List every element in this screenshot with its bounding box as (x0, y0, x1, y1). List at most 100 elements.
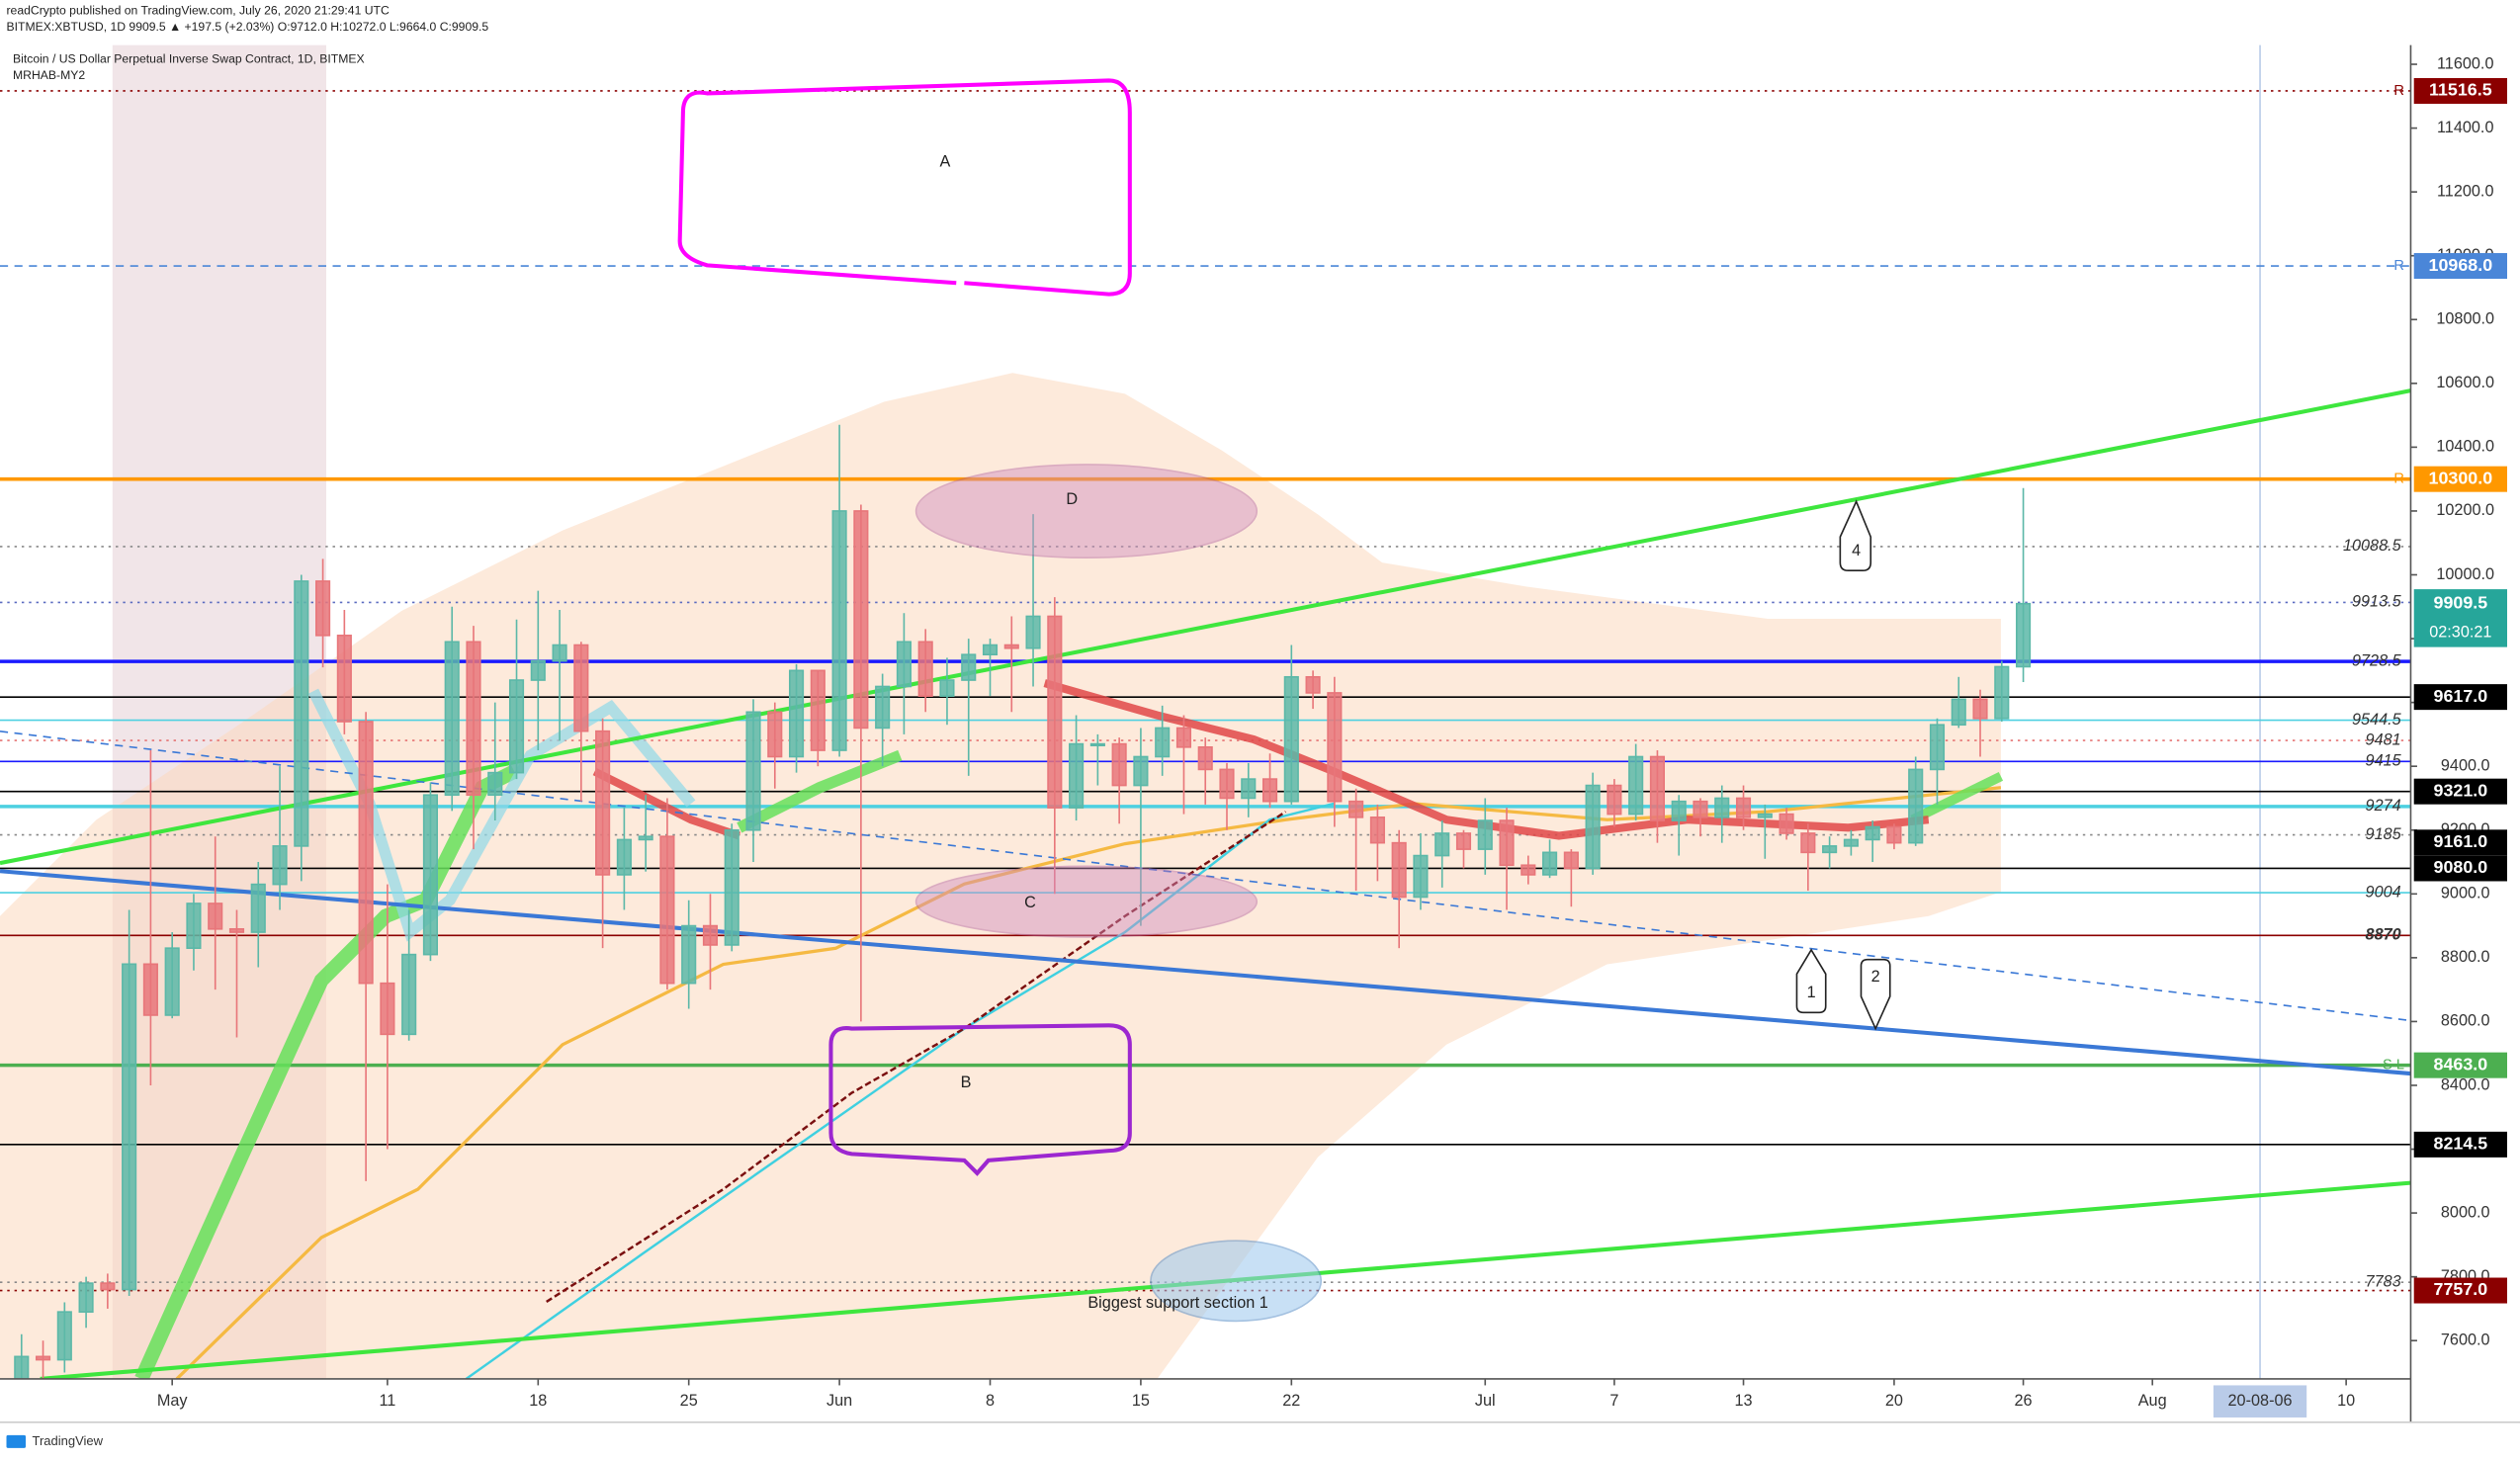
candle-body (896, 641, 912, 688)
candle-body (1908, 768, 1924, 844)
candle-body (1219, 768, 1235, 800)
countdown: 02:30:21 (2429, 623, 2491, 641)
annotation-shape (828, 1023, 1132, 1176)
y-tick-label: 10400.0 (2436, 438, 2494, 456)
candle-body (616, 838, 632, 876)
moving-average (592, 767, 741, 840)
price-badge (2413, 855, 2507, 882)
y-tick-label: 8600.0 (2441, 1012, 2490, 1030)
price-badge-label: 8463.0 (2434, 1054, 2488, 1074)
candle-body (315, 580, 331, 637)
candle-body (1994, 665, 2010, 720)
candle-body (466, 641, 481, 797)
candle-body (2015, 602, 2032, 668)
candle-body (1413, 854, 1429, 899)
candle-body (831, 510, 847, 751)
crosshair-badge (2213, 1385, 2307, 1418)
price-level-label: 9415 (2366, 752, 2402, 770)
callout (1795, 948, 1827, 1014)
candle-body (875, 685, 891, 730)
candle-body (508, 679, 525, 774)
candle-body (573, 644, 589, 732)
price-badge-label: 8214.5 (2434, 1134, 2488, 1154)
moving-average (1043, 679, 1930, 840)
annotation-label: 2 (1871, 968, 1880, 986)
candle-body (250, 883, 266, 933)
trend-line (0, 869, 2411, 1076)
candle-body (982, 644, 999, 656)
candle-body (1521, 864, 1536, 876)
candle-body (1391, 841, 1407, 899)
annotation-label: A (939, 153, 950, 171)
x-tick-label: 13 (1734, 1392, 1752, 1410)
candle-body (939, 679, 955, 697)
moving-average (737, 749, 903, 833)
candle-body (530, 659, 546, 681)
annotation-label: Biggest support section 1 (1087, 1294, 1267, 1312)
price-level-label: 9274 (2366, 797, 2401, 815)
candle-body (186, 902, 202, 949)
price-badge-label: 9080.0 (2434, 857, 2488, 877)
price-badge-label: 9321.0 (2434, 780, 2488, 800)
candle-body (1800, 832, 1816, 854)
candle-body (358, 721, 374, 985)
price-level-label: 10088.5 (2343, 537, 2402, 555)
candle-body (1585, 784, 1601, 870)
candle-body (401, 953, 417, 1036)
candle-body (1434, 832, 1450, 857)
candle-body (1714, 797, 1730, 818)
candle-body (1757, 813, 1773, 818)
candle-body (1133, 755, 1149, 787)
x-tick-label: Aug (2138, 1392, 2167, 1410)
moving-average (546, 811, 1287, 1303)
candle-body (56, 1311, 72, 1361)
candle-body (1069, 742, 1085, 809)
annotation-ellipse (1150, 1240, 1323, 1323)
x-tick-label: Jul (1475, 1392, 1496, 1410)
candle-body (853, 510, 869, 730)
x-tick-label: 15 (1132, 1392, 1150, 1410)
price-axis-bg (2410, 0, 2520, 1461)
candle-body (1693, 800, 1708, 818)
candle-body (1241, 778, 1257, 800)
y-tick-label: 8400.0 (2441, 1075, 2490, 1093)
candle-body (1671, 800, 1687, 821)
candle-body (444, 641, 460, 797)
candle-body (1283, 675, 1299, 803)
y-tick-label: 9400.0 (2441, 756, 2490, 774)
price-badge (2413, 1277, 2507, 1304)
candle-body (702, 924, 719, 946)
candle-body (659, 835, 675, 985)
candle-body (1822, 845, 1838, 854)
annotation-ellipse (914, 865, 1259, 938)
symbol-line: BITMEX:XBTUSD, 1D 9909.5 ▲ +197.5 (+2.03… (7, 20, 489, 34)
annotation-shape (677, 78, 1132, 297)
price-level-label: 9481 (2366, 730, 2401, 748)
candle-body (1843, 838, 1859, 847)
indicators (0, 388, 2411, 1382)
candle-body (552, 644, 567, 662)
price-level-label: 9185 (2366, 825, 2402, 843)
y-tick-label: 10800.0 (2436, 310, 2494, 328)
price-badge (2413, 778, 2507, 805)
y-tick-label: 9000.0 (2441, 885, 2490, 902)
candle-body (487, 771, 503, 797)
price-badge (2413, 77, 2507, 104)
candle-body (1047, 615, 1063, 809)
candle-body (1111, 742, 1127, 787)
candle-body (1155, 727, 1171, 758)
candle-body (595, 730, 611, 876)
candle-body (1649, 755, 1666, 821)
price-level-label: 7783 (2366, 1272, 2401, 1290)
moving-average (134, 764, 518, 1382)
candle-body (422, 794, 439, 956)
candle-body (767, 711, 783, 758)
candle-body (1197, 745, 1213, 771)
price-badge (2413, 1052, 2507, 1078)
y-tick-label: 8000.0 (2441, 1203, 2490, 1221)
price-level-label: 9728.5 (2352, 651, 2402, 669)
price-level-label: 9004 (2366, 883, 2401, 901)
price-badge-label: 10300.0 (2429, 468, 2493, 487)
